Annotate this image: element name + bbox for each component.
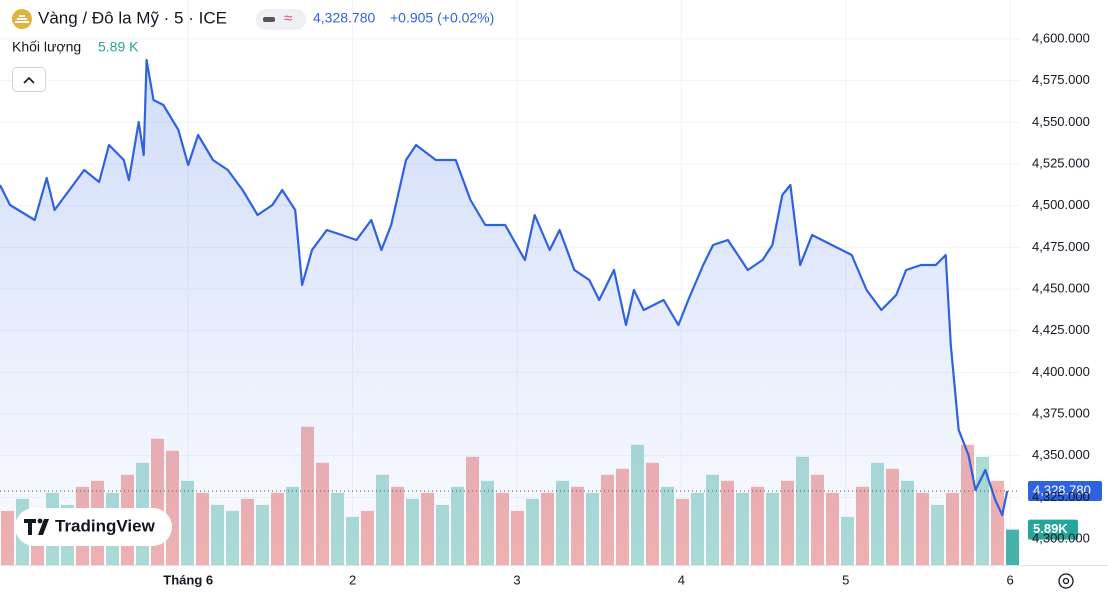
price-line <box>0 58 1009 517</box>
last-price: 4,328.780 <box>313 10 375 26</box>
volume-bar <box>1006 529 1019 565</box>
toggle-icon <box>263 17 275 22</box>
price-area <box>0 60 1008 565</box>
y-tick-label: 4,450.000 <box>1032 280 1090 295</box>
settings-icon <box>1062 577 1070 585</box>
y-tick-label: 4,400.000 <box>1032 364 1090 379</box>
chart-title: Vàng / Đô la Mỹ · 5 · ICE <box>38 8 227 27</box>
symbol-icon-glyph <box>15 15 29 23</box>
y-tick-label: 4,300.000 <box>1032 530 1090 545</box>
toggle-icon: ≈ <box>284 10 292 27</box>
y-tick-label: 4,600.000 <box>1032 30 1090 45</box>
volume-legend-value: 5.89 K <box>98 39 139 55</box>
collapse-button[interactable] <box>12 67 46 92</box>
x-tick-label: 5 <box>842 572 849 587</box>
settings-button[interactable] <box>1058 573 1074 589</box>
logo-icon <box>37 518 43 524</box>
y-tick-label: 4,550.000 <box>1032 114 1090 129</box>
volume-box <box>1028 519 1078 540</box>
x-tick-label: Tháng 6 <box>163 572 213 587</box>
last-price-axis-label: 4,328.780 <box>1033 482 1091 497</box>
toggle[interactable] <box>256 9 306 30</box>
y-tick-label: 4,575.000 <box>1032 72 1090 87</box>
x-tick-label: 2 <box>349 572 356 587</box>
collapse-icon <box>23 76 35 84</box>
y-tick-label: 4,325.000 <box>1032 489 1090 504</box>
x-tick-label: 3 <box>513 572 520 587</box>
volume-legend: Khối lượng <box>12 39 81 55</box>
volume-axis-label: 5.89K <box>1033 521 1068 536</box>
y-tick-label: 4,375.000 <box>1032 405 1090 420</box>
y-tick-label: 4,350.000 <box>1032 447 1090 462</box>
y-tick-label: 4,500.000 <box>1032 197 1090 212</box>
y-tick-label: 4,425.000 <box>1032 322 1090 337</box>
logo-badge[interactable] <box>15 508 172 546</box>
last-price-box <box>1028 481 1102 502</box>
y-tick-label: 4,525.000 <box>1032 155 1090 170</box>
price-change: +0.905 (+0.02%) <box>390 10 494 26</box>
x-tick-label: 4 <box>678 572 685 587</box>
logo-icon <box>24 519 49 535</box>
y-tick-label: 4,475.000 <box>1032 239 1090 254</box>
x-tick-label: 6 <box>1007 572 1014 587</box>
logo-text: TradingView <box>55 516 156 535</box>
